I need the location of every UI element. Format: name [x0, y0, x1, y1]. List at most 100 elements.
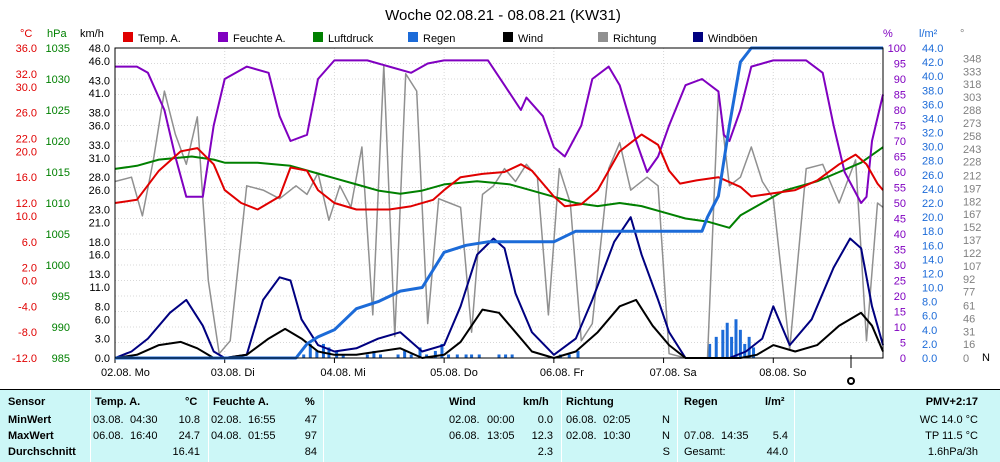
hum-min-date: 02.08.: [211, 414, 242, 426]
rain-tick-label: 10.0: [922, 283, 943, 295]
rain-bar: [725, 322, 729, 358]
press-tick-label: 990: [52, 322, 70, 334]
dir-tick-label: 92: [963, 274, 975, 286]
wind-max-value: 12.3: [531, 430, 553, 442]
wind-unit-label: km/h: [80, 28, 104, 40]
legend-swatch: [503, 32, 513, 42]
dir-tick-label: 182: [963, 196, 981, 208]
dir-north-label: N: [982, 352, 990, 364]
hum-tick-label: 40: [894, 229, 906, 241]
dir-tick-label: 61: [963, 300, 975, 312]
temp-title: Temp. A.: [95, 396, 141, 408]
wind-tick-label: 31.0: [89, 153, 110, 165]
rain-bar: [721, 329, 725, 358]
rain-tick-label: 42.0: [922, 57, 943, 69]
rain-tick-label: 4.0: [922, 325, 937, 337]
temp-tick-label: 20.0: [16, 146, 37, 158]
temp-tick-label: 0.0: [22, 276, 37, 288]
rain-bar: [409, 354, 413, 358]
pmv-value: PMV+2:17: [925, 396, 978, 408]
temp-max-time: 16:40: [130, 430, 158, 442]
rain-tick-label: 12.0: [922, 268, 943, 280]
rain-bar: [315, 350, 319, 358]
rain-bar: [714, 336, 718, 358]
rain-bar: [576, 350, 580, 358]
dir-avg-value: S: [662, 446, 670, 458]
x-tick-label: 06.08. Fr: [540, 367, 584, 379]
hum-tick-label: 55: [894, 183, 906, 195]
rain-tick-label: 28.0: [922, 156, 943, 168]
rain-tick-label: 0.0: [922, 353, 937, 365]
pressure-trend-value: 1.6hPa/3h: [927, 446, 978, 458]
wind-tick-label: 6.0: [95, 314, 110, 326]
hum-max-value: 97: [304, 430, 317, 442]
legend-label: Windböen: [708, 33, 758, 45]
rain-total-label: Gesamt:: [684, 446, 726, 458]
press-tick-label: 1010: [46, 198, 70, 210]
rain-title: Regen: [684, 396, 718, 408]
temp-tick-label: 36.0: [16, 43, 37, 55]
hum-tick-label: 65: [894, 152, 906, 164]
legend-swatch: [598, 32, 608, 42]
temp-min-value: 10.8: [178, 414, 200, 426]
dir-tick-label: 348: [963, 53, 981, 65]
rain-bar: [365, 354, 369, 358]
hum-tick-label: 80: [894, 105, 906, 117]
temp-tick-label: -8.0: [18, 327, 37, 339]
dir-tick-label: 16: [963, 339, 975, 351]
stats-label-avg: Durchschnitt: [8, 446, 76, 458]
hum-tick-label: 70: [894, 136, 906, 148]
rain-bar: [734, 319, 738, 358]
rain-unit-label: l/m²: [919, 28, 938, 40]
temp-min-time: 04:30: [130, 414, 158, 426]
rain-bar: [504, 354, 508, 358]
press-tick-label: 985: [52, 353, 70, 365]
hum-min-value: 47: [304, 414, 317, 426]
dir-unit-label: °: [960, 28, 964, 40]
hum-unit-label: %: [883, 28, 893, 40]
dir-tick-label: 77: [963, 287, 975, 299]
rain-tick-label: 16.0: [922, 240, 943, 252]
temp-min-date: 03.08.: [93, 414, 124, 426]
hum-tick-label: 15: [894, 307, 906, 319]
wind-tick-label: 41.0: [89, 88, 110, 100]
temp-tick-label: 16.0: [16, 172, 37, 184]
wind-min-value: 0.0: [537, 414, 553, 426]
x-tick-label: 08.08. So: [759, 367, 806, 379]
rain-bar: [447, 354, 451, 358]
dewpoint-value: TP 11.5 °C: [925, 430, 978, 442]
rain-tick-label: 2.0: [922, 339, 937, 351]
stats-label-sensor: Sensor: [8, 396, 46, 408]
rain-tick-label: 6.0: [922, 311, 937, 323]
rain-bar: [308, 343, 312, 358]
temp-max-value: 24.7: [178, 430, 200, 442]
temp-avg-value: 16.41: [172, 446, 200, 458]
rain-tick-label: 34.0: [922, 113, 943, 125]
rain-bar: [708, 343, 712, 358]
temp-tick-label: 32.0: [16, 69, 37, 81]
wind-tick-label: 3.0: [95, 334, 110, 346]
wind-tick-label: 16.0: [89, 250, 110, 262]
rain-unit: l/m²: [765, 396, 785, 408]
dir-tick-label: 273: [963, 118, 981, 130]
rain-max-value: 5.4: [772, 430, 788, 442]
wind-tick-label: 18.0: [89, 237, 110, 249]
rain-tick-label: 40.0: [922, 71, 943, 83]
wind-max-date: 06.08.: [449, 430, 480, 442]
wind-avg-value: 2.3: [537, 446, 553, 458]
wind-tick-label: 21.0: [89, 217, 110, 229]
legend-swatch: [123, 32, 133, 42]
rain-bar: [341, 354, 345, 358]
dir-title: Richtung: [566, 396, 614, 408]
dir-max-date: 02.08.: [566, 430, 597, 442]
legend-label: Feuchte A.: [233, 33, 286, 45]
rain-bar: [302, 354, 306, 358]
rain-total-value: 44.0: [766, 446, 788, 458]
temp-tick-label: 10.0: [16, 211, 37, 223]
rain-tick-label: 14.0: [922, 254, 943, 266]
series-line-luftdruck: [114, 146, 884, 229]
rain-bar: [425, 354, 429, 358]
press-tick-label: 1025: [46, 105, 70, 117]
rain-bar: [321, 343, 325, 358]
plot-frame: [114, 47, 884, 359]
